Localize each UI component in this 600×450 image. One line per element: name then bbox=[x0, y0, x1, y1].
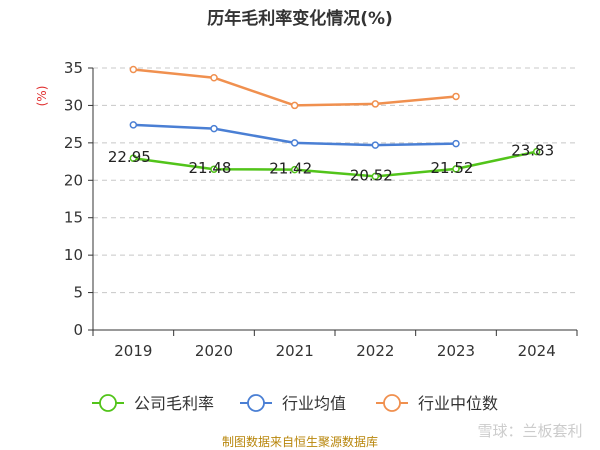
series-lines bbox=[129, 65, 541, 181]
series-point bbox=[210, 124, 218, 133]
y-tick-label: 5 bbox=[73, 284, 83, 302]
x-tick-label: 2023 bbox=[437, 342, 475, 360]
legend-marker bbox=[383, 394, 401, 412]
y-tick-label: 25 bbox=[64, 134, 83, 152]
legend-marker bbox=[99, 394, 117, 412]
series-point bbox=[532, 147, 541, 156]
series-point bbox=[452, 139, 460, 148]
x-tick-label: 2021 bbox=[276, 342, 314, 360]
data-label: 21.52 bbox=[431, 159, 474, 177]
series-point bbox=[371, 141, 380, 149]
source-note: 制图数据来自恒生聚源数据库 bbox=[222, 434, 378, 449]
series-point bbox=[371, 100, 380, 108]
y-tick-label: 0 bbox=[73, 321, 83, 339]
y-tick-label: 30 bbox=[64, 96, 83, 114]
data-label: 22.95 bbox=[108, 148, 151, 166]
chart-title: 历年毛利率变化情况(%) bbox=[207, 8, 393, 29]
y-tick-label: 15 bbox=[64, 209, 83, 227]
data-label: 23.83 bbox=[511, 142, 554, 160]
series-point bbox=[371, 172, 380, 181]
y-tick-label: 10 bbox=[64, 246, 83, 264]
axes: 0 5 10 15 20 25 30 35 2019 2020 2021 2022 2023 2024 bbox=[64, 59, 578, 360]
y-axis-unit: (%) bbox=[35, 86, 49, 107]
legend: 公司毛利率 行业均值 行业中位数 bbox=[92, 394, 498, 413]
series-point bbox=[129, 154, 138, 162]
data-labels: 22.95 21.48 21.42 20.52 21.52 23.83 bbox=[108, 142, 554, 185]
series-point bbox=[210, 73, 218, 82]
data-label: 21.48 bbox=[189, 159, 232, 177]
y-tick-label: 35 bbox=[64, 59, 83, 77]
series-line-0 bbox=[133, 150, 537, 178]
legend-marker bbox=[247, 394, 265, 412]
series-point bbox=[210, 165, 218, 173]
series-point bbox=[129, 65, 138, 74]
x-tick-label: 2020 bbox=[195, 342, 233, 360]
watermark-text: 雪球：兰板套利 bbox=[477, 422, 582, 440]
series-point bbox=[452, 92, 460, 101]
legend-label: 行业均值 bbox=[282, 394, 346, 413]
legend-label: 行业中位数 bbox=[418, 394, 498, 413]
data-label: 21.42 bbox=[269, 160, 312, 178]
x-tick-label: 2019 bbox=[114, 342, 152, 360]
x-tick-label: 2024 bbox=[518, 342, 556, 360]
series-point bbox=[129, 121, 138, 129]
data-label: 20.52 bbox=[350, 166, 393, 184]
legend-label: 公司毛利率 bbox=[134, 394, 214, 413]
grid-lines bbox=[93, 67, 577, 294]
series-point bbox=[290, 139, 299, 147]
series-point bbox=[290, 165, 299, 174]
series-point bbox=[290, 101, 299, 110]
series-point bbox=[452, 165, 460, 173]
series-line-2 bbox=[133, 68, 457, 107]
x-tick-label: 2022 bbox=[356, 342, 394, 360]
y-tick-label: 20 bbox=[64, 171, 83, 189]
